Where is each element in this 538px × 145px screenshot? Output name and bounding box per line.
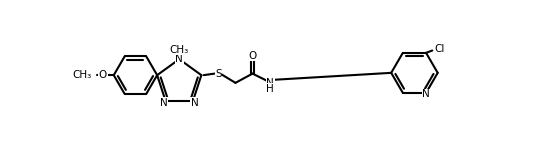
Text: N: N <box>190 98 199 107</box>
Text: CH₃: CH₃ <box>73 70 92 80</box>
Text: CH₃: CH₃ <box>169 45 189 55</box>
Text: H: H <box>266 84 274 94</box>
Text: N: N <box>266 78 274 88</box>
Text: N: N <box>422 89 430 99</box>
Text: N: N <box>160 98 168 107</box>
Text: N: N <box>175 54 183 64</box>
Text: Cl: Cl <box>434 44 444 54</box>
Text: O: O <box>249 51 257 61</box>
Text: S: S <box>215 69 222 79</box>
Text: O: O <box>99 70 107 80</box>
